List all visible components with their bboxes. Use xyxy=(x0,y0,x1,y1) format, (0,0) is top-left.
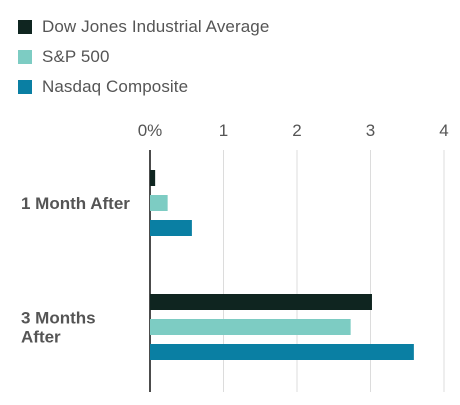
bar-1-3 xyxy=(150,220,192,236)
legend-item-dow: Dow Jones Industrial Average xyxy=(18,12,269,42)
x-tick-label-1: 1 xyxy=(219,121,228,140)
category-label-2: 3 Months After xyxy=(21,309,96,347)
legend: Dow Jones Industrial Average S&P 500 Nas… xyxy=(18,12,269,102)
bar-2-3 xyxy=(150,344,414,360)
x-tick-label-4: 4 xyxy=(439,121,448,140)
legend-label-sp500: S&P 500 xyxy=(42,47,110,66)
bar-1-2 xyxy=(150,195,168,211)
legend-item-sp500: S&P 500 xyxy=(18,42,269,72)
bar-2-1 xyxy=(150,294,372,310)
x-tick-label-2: 2 xyxy=(292,121,301,140)
legend-item-nasdaq: Nasdaq Composite xyxy=(18,72,269,102)
bar-2-2 xyxy=(150,319,351,335)
x-tick-label-3: 3 xyxy=(366,121,375,140)
legend-swatch-nasdaq xyxy=(18,80,32,94)
category-label-1: 1 Month After xyxy=(21,194,130,213)
legend-label-nasdaq: Nasdaq Composite xyxy=(42,77,189,96)
legend-swatch-dow xyxy=(18,20,32,34)
legend-swatch-sp500 xyxy=(18,50,32,64)
legend-label-dow: Dow Jones Industrial Average xyxy=(42,17,270,36)
bar-1-1 xyxy=(150,170,156,186)
category-label-2-line-2: After xyxy=(21,328,61,347)
category-label-1-line-1: 1 Month After xyxy=(21,194,130,213)
category-label-2-line-1: 3 Months xyxy=(21,309,96,328)
x-tick-label-0: 0% xyxy=(138,121,163,140)
